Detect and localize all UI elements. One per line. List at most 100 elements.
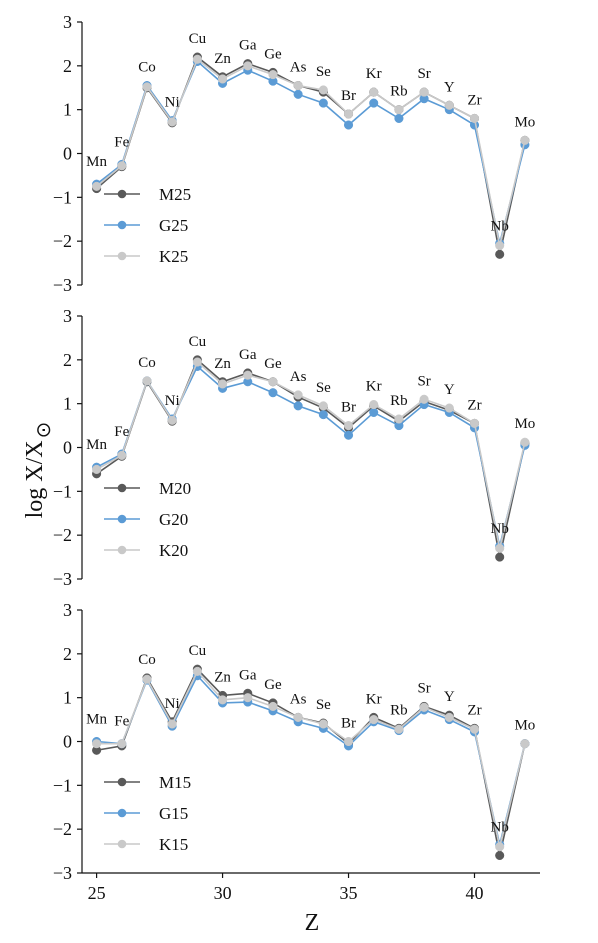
legend-label-G15: G15 [159,804,188,823]
element-label: Cu [189,31,207,47]
y-tick-label: 3 [63,12,72,32]
y-tick-label: −3 [53,863,72,883]
data-point-K20 [419,394,429,404]
element-label: Nb [491,521,509,537]
y-tick-label: 0 [63,438,72,458]
element-label: Zr [467,92,481,108]
legend-marker-K15 [117,839,127,849]
data-point-K15 [394,724,404,734]
x-tick-label: 35 [340,883,358,903]
data-point-K20 [469,418,480,428]
y-tick-label: −2 [53,525,72,545]
data-point-K25 [192,54,202,64]
y-tick-label: 1 [63,688,72,708]
element-label: Ga [239,347,257,363]
data-point-K25 [318,85,328,95]
element-label: Kr [366,691,382,707]
element-label: Ni [165,393,180,409]
y-tick-label: 2 [63,644,72,664]
data-point-K20 [394,414,404,424]
data-point-K25 [142,82,152,92]
element-label: Mo [514,114,535,130]
x-tick-label: 25 [88,883,106,903]
data-point-K20 [520,437,530,447]
series-line-K20 [96,360,526,549]
element-label: Y [444,79,455,95]
element-label: Fe [114,134,129,150]
y-tick-label: 3 [63,306,72,326]
element-label: Co [138,355,156,371]
legend-marker-G20 [117,514,127,524]
data-point-G25 [318,98,328,108]
data-point-K15 [167,719,177,729]
data-point-K25 [218,74,228,84]
x-tick-label: 40 [465,883,483,903]
y-tick-label: 1 [63,100,72,120]
legend-label-G20: G20 [159,510,188,529]
element-label: Ge [264,356,282,372]
element-label: As [290,691,307,707]
data-point-K25 [343,109,354,119]
data-point-G20 [343,430,354,440]
element-label: Se [316,64,331,80]
element-label: Kr [366,66,382,82]
data-point-K15 [369,715,379,725]
element-label: Cu [189,334,207,350]
element-label: As [290,60,307,76]
data-point-K15 [192,666,202,676]
element-label: Br [341,88,356,104]
legend-label-K20: K20 [159,541,188,560]
element-label: Fe [114,714,129,730]
data-point-K20 [142,376,152,386]
data-point-K20 [167,415,177,425]
data-point-K15 [318,719,328,729]
y-tick-label: 2 [63,350,72,370]
element-label: Y [444,382,455,398]
data-point-K15 [495,842,505,852]
element-label: Rb [390,393,408,409]
element-label: Mo [514,416,535,432]
data-point-K25 [469,113,480,123]
data-point-G25 [369,98,379,108]
data-point-K20 [495,543,505,553]
y-axis-title: log X/X⊙ [22,422,55,519]
data-point-K20 [243,370,253,380]
legend-marker-K25 [117,251,127,261]
data-point-G25 [394,113,404,123]
data-point-K20 [318,401,328,411]
element-label: Sr [417,373,430,389]
data-point-K25 [495,241,505,251]
data-point-K20 [192,357,202,367]
element-label: Co [138,60,156,76]
element-label: Zn [214,669,231,685]
legend-marker-M25 [117,189,127,199]
element-label: Zr [467,702,481,718]
data-point-M20 [495,552,505,562]
data-point-K25 [268,70,278,80]
series-line-G15 [96,674,526,845]
legend-marker-M20 [117,483,127,493]
element-label: Rb [390,702,408,718]
data-point-K25 [92,181,102,191]
data-point-K15 [520,739,530,749]
legend-label-K15: K15 [159,835,188,854]
element-label: Cu [189,643,207,659]
y-tick-label: −1 [53,775,72,795]
data-point-G20 [268,388,278,398]
element-label: Br [341,400,356,416]
legend-marker-G15 [117,808,127,818]
legend-label-G25: G25 [159,216,188,235]
element-label: Mo [514,718,535,734]
y-tick-label: −2 [53,819,72,839]
legend-label-M15: M15 [159,773,191,792]
element-label: Mn [86,154,107,170]
data-point-K25 [369,87,379,97]
data-point-K15 [142,674,152,684]
data-point-G20 [293,401,303,411]
y-axis-title-sun-symbol: ⊙ [33,422,55,439]
data-point-K20 [92,464,102,474]
data-point-K20 [268,377,278,387]
data-point-K15 [343,736,354,747]
